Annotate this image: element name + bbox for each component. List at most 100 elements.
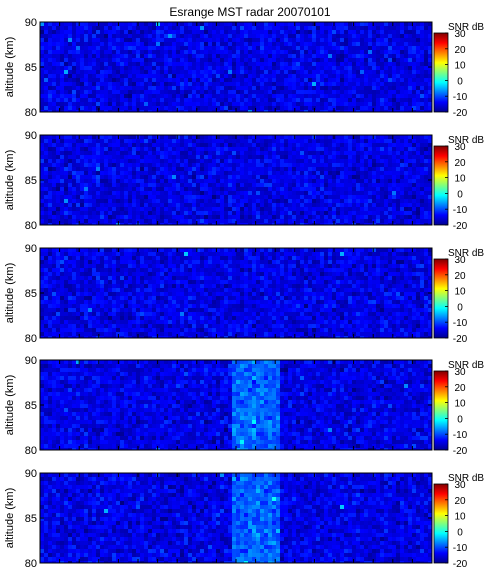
heatmap-cell xyxy=(368,203,372,207)
heatmap-cell xyxy=(84,50,88,54)
heatmap-cell xyxy=(136,155,140,159)
heatmap-cell xyxy=(320,139,324,143)
heatmap-cell xyxy=(360,54,364,58)
heatmap-cell xyxy=(176,78,180,82)
heatmap-cell xyxy=(224,46,228,50)
heatmap-cell xyxy=(308,143,312,147)
heatmap-cell xyxy=(224,175,228,179)
heatmap-cell xyxy=(412,248,416,252)
heatmap-cell xyxy=(68,54,72,58)
heatmap-cell xyxy=(284,70,288,74)
heatmap-cell xyxy=(68,191,72,195)
heatmap-cell xyxy=(264,171,268,175)
heatmap-cell xyxy=(104,171,108,175)
heatmap-cell xyxy=(284,82,288,86)
heatmap-cell xyxy=(76,207,80,211)
heatmap-cell xyxy=(100,195,104,199)
heatmap-cell xyxy=(268,78,272,82)
heatmap-cell xyxy=(428,223,432,225)
heatmap-cell xyxy=(148,252,152,256)
heatmap-cell xyxy=(96,183,100,187)
heatmap-cell xyxy=(300,151,304,155)
heatmap-cell xyxy=(196,46,200,50)
heatmap-cell xyxy=(68,252,72,256)
heatmap-cell xyxy=(144,102,148,106)
heatmap-cell xyxy=(412,179,416,183)
heatmap-cell xyxy=(144,62,148,66)
heatmap-cell xyxy=(164,50,168,54)
heatmap-cell xyxy=(196,260,200,264)
heatmap-cell xyxy=(384,139,388,143)
heatmap-cell xyxy=(252,86,256,90)
heatmap-cell xyxy=(328,223,332,225)
heatmap-cell xyxy=(380,159,384,163)
heatmap-cell xyxy=(428,155,432,159)
heatmap-cell xyxy=(232,66,236,70)
heatmap-cell xyxy=(76,167,80,171)
heatmap-cell xyxy=(352,151,356,155)
heatmap-cell xyxy=(248,191,252,195)
heatmap-cell xyxy=(228,223,232,225)
heatmap-cell xyxy=(80,86,84,90)
heatmap-cell xyxy=(296,70,300,74)
heatmap-cell xyxy=(104,98,108,102)
heatmap-cell xyxy=(380,143,384,147)
heatmap-cell xyxy=(404,203,408,207)
heatmap-cell xyxy=(100,163,104,167)
heatmap-cell xyxy=(196,86,200,90)
heatmap-cell xyxy=(208,195,212,199)
heatmap-cell xyxy=(412,147,416,151)
heatmap-cell xyxy=(336,139,340,143)
heatmap-cell xyxy=(132,94,136,98)
heatmap-cell xyxy=(156,62,160,66)
heatmap-cell xyxy=(208,50,212,54)
heatmap-cell xyxy=(44,260,48,264)
heatmap-cell xyxy=(340,211,344,215)
heatmap-cell xyxy=(144,90,148,94)
heatmap-cell xyxy=(76,106,80,110)
heatmap-cell xyxy=(360,183,364,187)
heatmap-cell xyxy=(392,74,396,78)
heatmap-cell xyxy=(284,219,288,223)
heatmap-cell xyxy=(376,62,380,66)
heatmap-cell xyxy=(48,26,52,30)
heatmap-cell xyxy=(188,66,192,70)
heatmap-cell xyxy=(56,155,60,159)
heatmap-cell xyxy=(188,175,192,179)
heatmap-cell xyxy=(96,159,100,163)
heatmap-cell xyxy=(288,86,292,90)
heatmap-cell xyxy=(352,252,356,256)
heatmap-cell xyxy=(224,94,228,98)
heatmap-cell xyxy=(364,167,368,171)
heatmap-cell xyxy=(72,171,76,175)
heatmap-cell xyxy=(148,26,152,30)
heatmap-cell xyxy=(304,187,308,191)
heatmap-cell xyxy=(196,167,200,171)
heatmap-cell xyxy=(92,195,96,199)
heatmap-cell xyxy=(388,82,392,86)
heatmap-cell xyxy=(304,98,308,102)
heatmap-cell xyxy=(376,139,380,143)
heatmap-cell xyxy=(404,34,408,38)
heatmap-cell xyxy=(116,195,120,199)
heatmap-cell xyxy=(104,70,108,74)
heatmap-cell xyxy=(48,102,52,106)
heatmap-cell xyxy=(284,94,288,98)
heatmap-cell xyxy=(180,195,184,199)
heatmap-cell xyxy=(64,199,68,203)
heatmap-cell xyxy=(144,163,148,167)
heatmap-cell xyxy=(148,38,152,42)
heatmap-cell xyxy=(100,207,104,211)
heatmap-cell xyxy=(144,38,148,42)
heatmap-cell xyxy=(116,207,120,211)
heatmap-cell xyxy=(132,78,136,82)
heatmap-cell xyxy=(276,22,280,26)
heatmap-cell xyxy=(200,86,204,90)
heatmap-cell xyxy=(316,38,320,42)
heatmap-cell xyxy=(176,219,180,223)
heatmap-cell xyxy=(400,191,404,195)
heatmap-cell xyxy=(300,78,304,82)
heatmap-cell xyxy=(184,248,188,252)
heatmap-cell xyxy=(128,183,132,187)
heatmap-cell xyxy=(328,26,332,30)
